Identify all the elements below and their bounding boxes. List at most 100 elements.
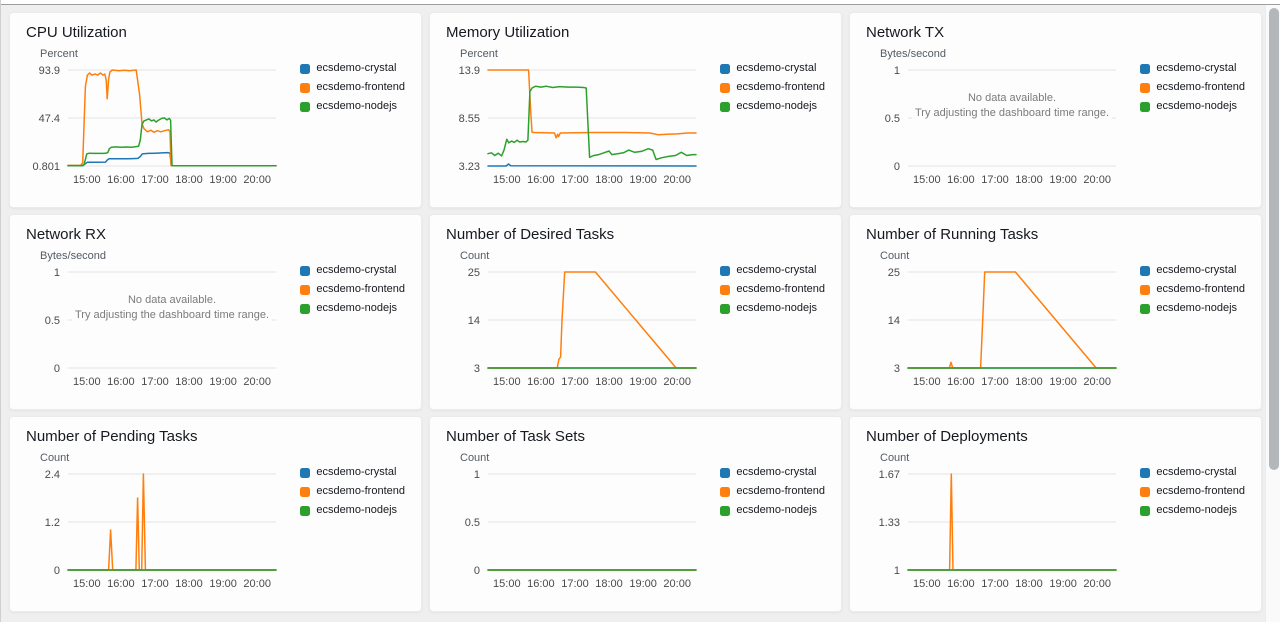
chart-title: Memory Utilization <box>446 24 570 41</box>
legend-item[interactable]: ecsdemo-frontend <box>1140 485 1245 497</box>
chart-title: Network TX <box>866 24 945 41</box>
legend-label: ecsdemo-crystal <box>1156 264 1237 276</box>
legend-swatch-icon <box>300 265 311 276</box>
svg-text:1.2: 1.2 <box>45 517 60 529</box>
legend-item[interactable]: ecsdemo-nodejs <box>300 302 405 314</box>
svg-text:18:00: 18:00 <box>1015 174 1043 186</box>
legend-item[interactable]: ecsdemo-nodejs <box>720 302 825 314</box>
svg-text:16:00: 16:00 <box>947 376 975 388</box>
y-axis-unit-label: Count <box>880 250 910 262</box>
pending-tasks-plot[interactable]: 2.4 1.2 0 15:00 16:00 17:00 18:00 19:00 20:00 <box>24 466 286 594</box>
legend-label: ecsdemo-nodejs <box>736 302 818 314</box>
svg-text:19:00: 19:00 <box>1049 376 1077 388</box>
svg-text:20:00: 20:00 <box>663 376 691 388</box>
legend-item[interactable]: ecsdemo-frontend <box>300 283 405 295</box>
chart-panel-network-tx: Network TX Bytes/second 1 0.5 0 15:00 16:00 1… <box>849 12 1262 208</box>
chart-legend: ecsdemo-crystal ecsdemo-frontend ecsdemo-n… <box>1140 452 1247 594</box>
legend-swatch-icon <box>300 303 311 314</box>
legend-swatch-icon <box>300 505 311 516</box>
svg-text:14: 14 <box>468 315 480 327</box>
svg-text:13.9: 13.9 <box>459 65 480 77</box>
deployments-plot[interactable]: 1.67 1.33 1 15:00 16:00 17:00 18:00 19:00 20:00 <box>864 466 1126 594</box>
scrollbar-track[interactable] <box>1265 5 1280 622</box>
svg-text:15:00: 15:00 <box>913 376 941 388</box>
svg-text:1.33: 1.33 <box>879 517 900 529</box>
network-tx-plot[interactable]: 1 0.5 0 15:00 16:00 17:00 18:00 19:00 20:00 <box>864 62 1126 190</box>
svg-text:17:00: 17:00 <box>981 578 1009 590</box>
svg-text:1: 1 <box>474 469 480 481</box>
legend-item[interactable]: ecsdemo-crystal <box>300 264 405 276</box>
svg-text:16:00: 16:00 <box>527 174 555 186</box>
legend-item[interactable]: ecsdemo-frontend <box>1140 283 1245 295</box>
legend-item[interactable]: ecsdemo-frontend <box>720 485 825 497</box>
legend-swatch-icon <box>720 265 731 276</box>
legend-swatch-icon <box>720 101 731 112</box>
legend-item[interactable]: ecsdemo-crystal <box>720 264 825 276</box>
svg-text:25: 25 <box>888 267 900 279</box>
y-axis-unit-label: Count <box>460 452 490 464</box>
svg-text:18:00: 18:00 <box>175 578 203 590</box>
svg-text:15:00: 15:00 <box>913 578 941 590</box>
scrollbar-thumb[interactable] <box>1268 8 1279 470</box>
svg-text:1.67: 1.67 <box>879 469 900 481</box>
legend-item[interactable]: ecsdemo-nodejs <box>1140 302 1245 314</box>
legend-swatch-icon <box>300 284 311 295</box>
svg-text:15:00: 15:00 <box>493 376 521 388</box>
svg-text:17:00: 17:00 <box>561 174 589 186</box>
legend-item[interactable]: ecsdemo-frontend <box>300 485 405 497</box>
legend-item[interactable]: ecsdemo-nodejs <box>1140 100 1245 112</box>
svg-text:16:00: 16:00 <box>107 578 135 590</box>
legend-item[interactable]: ecsdemo-crystal <box>1140 466 1245 478</box>
legend-item[interactable]: ecsdemo-nodejs <box>300 100 405 112</box>
svg-text:3: 3 <box>474 363 480 375</box>
legend-item[interactable]: ecsdemo-crystal <box>1140 264 1245 276</box>
network-rx-plot[interactable]: 1 0.5 0 15:00 16:00 17:00 18:00 19:00 20:00 <box>24 264 286 392</box>
running-tasks-plot[interactable]: 25 14 3 15:00 16:00 17:00 18:00 19:00 20:00 <box>864 264 1126 392</box>
cpu-utilization-plot[interactable]: 93.9 47.4 0.801 15:00 16:00 17:00 18:00 19:00 20… <box>24 62 286 190</box>
legend-swatch-icon <box>720 486 731 497</box>
y-axis-unit-label: Count <box>40 452 70 464</box>
legend-item[interactable]: ecsdemo-nodejs <box>720 100 825 112</box>
legend-item[interactable]: ecsdemo-crystal <box>300 62 405 74</box>
svg-text:17:00: 17:00 <box>561 578 589 590</box>
memory-utilization-plot[interactable]: 13.9 8.55 3.23 15:00 16:00 17:00 18:00 19:00 20:… <box>444 62 706 190</box>
svg-text:15:00: 15:00 <box>493 174 521 186</box>
legend-item[interactable]: ecsdemo-crystal <box>300 466 405 478</box>
svg-text:17:00: 17:00 <box>981 376 1009 388</box>
chart-legend: ecsdemo-crystal ecsdemo-frontend ecsdemo-n… <box>300 452 407 594</box>
svg-text:3.23: 3.23 <box>459 161 480 173</box>
legend-swatch-icon <box>300 101 311 112</box>
svg-text:15:00: 15:00 <box>73 578 101 590</box>
svg-text:15:00: 15:00 <box>73 376 101 388</box>
svg-text:16:00: 16:00 <box>527 376 555 388</box>
svg-text:3: 3 <box>894 363 900 375</box>
svg-text:0.5: 0.5 <box>45 315 60 327</box>
dashboard-grid: CPU Utilization Percent 93.9 47.4 0.801 15:… <box>1 5 1280 622</box>
svg-text:18:00: 18:00 <box>175 174 203 186</box>
legend-item[interactable]: ecsdemo-frontend <box>1140 81 1245 93</box>
desired-tasks-plot[interactable]: 25 14 3 15:00 16:00 17:00 18:00 19:00 20:00 <box>444 264 706 392</box>
legend-item[interactable]: ecsdemo-frontend <box>720 283 825 295</box>
svg-text:18:00: 18:00 <box>175 376 203 388</box>
y-axis-unit-label: Count <box>880 452 910 464</box>
legend-item[interactable]: ecsdemo-crystal <box>720 466 825 478</box>
svg-text:17:00: 17:00 <box>141 174 169 186</box>
legend-item[interactable]: ecsdemo-nodejs <box>300 504 405 516</box>
svg-text:16:00: 16:00 <box>947 174 975 186</box>
legend-swatch-icon <box>1140 467 1151 478</box>
legend-item[interactable]: ecsdemo-nodejs <box>1140 504 1245 516</box>
legend-item[interactable]: ecsdemo-frontend <box>300 81 405 93</box>
legend-item[interactable]: ecsdemo-frontend <box>720 81 825 93</box>
svg-text:16:00: 16:00 <box>527 578 555 590</box>
legend-item[interactable]: ecsdemo-nodejs <box>720 504 825 516</box>
svg-text:15:00: 15:00 <box>913 174 941 186</box>
legend-label: ecsdemo-crystal <box>1156 466 1237 478</box>
legend-item[interactable]: ecsdemo-crystal <box>1140 62 1245 74</box>
legend-item[interactable]: ecsdemo-crystal <box>720 62 825 74</box>
legend-swatch-icon <box>300 486 311 497</box>
svg-text:20:00: 20:00 <box>1083 578 1111 590</box>
chart-legend: ecsdemo-crystal ecsdemo-frontend ecsdemo-n… <box>300 48 407 190</box>
svg-text:16:00: 16:00 <box>107 174 135 186</box>
svg-text:2.4: 2.4 <box>45 469 60 481</box>
task-sets-plot[interactable]: 1 0.5 0 15:00 16:00 17:00 18:00 19:00 20:00 <box>444 466 706 594</box>
